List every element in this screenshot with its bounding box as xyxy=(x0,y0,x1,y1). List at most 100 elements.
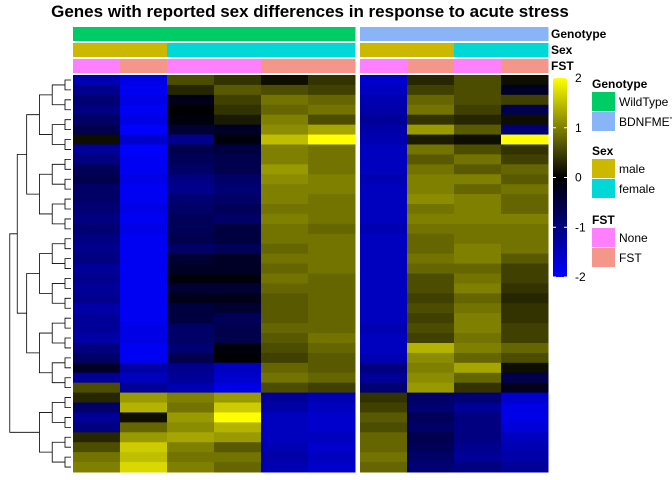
heatmap-cell xyxy=(167,323,215,333)
heatmap-cell xyxy=(73,343,121,353)
heatmap-cell xyxy=(73,442,121,452)
heatmap-cell xyxy=(261,184,309,194)
heatmap-cell xyxy=(501,254,549,264)
heatmap-cell xyxy=(167,75,215,85)
heatmap-cell xyxy=(261,403,309,413)
heatmap-cell xyxy=(407,184,455,194)
heatmap-cell xyxy=(407,194,455,204)
heatmap-cell xyxy=(454,283,502,293)
heatmap-cell xyxy=(120,144,168,154)
heatmap-cell xyxy=(308,115,356,125)
legend-label: None xyxy=(619,231,648,245)
heatmap-cell xyxy=(120,214,168,224)
heatmap-cell xyxy=(73,224,121,234)
heatmap-cell xyxy=(73,244,121,254)
dendrogram-branch xyxy=(65,80,71,90)
heatmap-cell xyxy=(360,115,408,125)
heatmap-cell xyxy=(120,323,168,333)
heatmap-cell xyxy=(454,333,502,343)
heatmap-cell xyxy=(120,343,168,353)
heatmap-cell xyxy=(73,174,121,184)
heatmap-cell xyxy=(214,154,262,164)
heatmap-cell xyxy=(214,343,262,353)
heatmap-cell xyxy=(214,125,262,135)
heatmap-cell xyxy=(308,363,356,373)
heatmap-cell xyxy=(261,115,309,125)
heatmap-cell xyxy=(167,293,215,303)
heatmap-cell xyxy=(214,452,262,462)
heatmap-cell xyxy=(261,144,309,154)
color-scale-legend: 210-1-2 xyxy=(553,71,586,284)
heatmap-cell xyxy=(501,303,549,313)
heatmap-cell xyxy=(261,343,309,353)
dendrogram-branch xyxy=(10,234,40,432)
annotation-track-label-fst: FST xyxy=(551,59,574,73)
heatmap-cell xyxy=(454,174,502,184)
heatmap-cell xyxy=(360,313,408,323)
heatmap-cell xyxy=(360,432,408,442)
heatmap-cell xyxy=(360,214,408,224)
heatmap-cell xyxy=(454,373,502,383)
color-scale-tick-label: -2 xyxy=(575,270,586,284)
heatmap-cell xyxy=(454,432,502,442)
heatmap-cell xyxy=(167,373,215,383)
annotation-genotype-cell xyxy=(407,27,455,41)
heatmap-cell xyxy=(454,194,502,204)
heatmap-cell xyxy=(407,343,455,353)
heatmap-cell xyxy=(454,234,502,244)
heatmap-cell xyxy=(120,274,168,284)
heatmap-cell xyxy=(73,254,121,264)
heatmap-cell xyxy=(407,274,455,284)
heatmap-cell xyxy=(120,283,168,293)
heatmap-cell xyxy=(261,264,309,274)
heatmap-cell xyxy=(214,323,262,333)
heatmap-cell xyxy=(454,135,502,145)
heatmap-cell xyxy=(308,274,356,284)
heatmap-cell xyxy=(120,234,168,244)
heatmap-cell xyxy=(360,125,408,135)
heatmap-cell xyxy=(214,254,262,264)
heatmap-cell xyxy=(120,85,168,95)
heatmap-cell xyxy=(261,313,309,323)
color-scale-tick-label: 1 xyxy=(575,121,582,135)
heatmap-cell xyxy=(501,115,549,125)
heatmap-cell xyxy=(501,125,549,135)
heatmap-cell xyxy=(407,283,455,293)
heatmap-cell xyxy=(360,303,408,313)
heatmap-cell xyxy=(407,363,455,373)
dendrogram-branch xyxy=(52,164,65,184)
heatmap-cell xyxy=(73,85,121,95)
heatmap-cell xyxy=(120,452,168,462)
annotation-track-label-genotype: Genotype xyxy=(551,27,607,41)
heatmap-cell xyxy=(501,283,549,293)
heatmap-cell xyxy=(454,105,502,115)
heatmap-cell xyxy=(167,254,215,264)
heatmap-cell xyxy=(407,174,455,184)
heatmap-cell xyxy=(454,422,502,432)
heatmap-cell xyxy=(501,313,549,323)
heatmap-cell xyxy=(454,442,502,452)
heatmap-cell xyxy=(308,164,356,174)
heatmap-cell xyxy=(407,254,455,264)
heatmap-cell xyxy=(407,393,455,403)
heatmap-cell xyxy=(308,462,356,472)
heatmap-cell xyxy=(501,403,549,413)
heatmap-cell xyxy=(167,363,215,373)
dendrogram-branch xyxy=(27,115,40,194)
heatmap-cell xyxy=(308,412,356,422)
heatmap-cell xyxy=(360,383,408,393)
heatmap-cell xyxy=(167,224,215,234)
heatmap-cell xyxy=(360,135,408,145)
heatmap-cell xyxy=(214,412,262,422)
annotation-sex-cell xyxy=(501,43,549,57)
heatmap-cell xyxy=(360,353,408,363)
heatmap-cell xyxy=(454,353,502,363)
heatmap-cell xyxy=(501,234,549,244)
heatmap-cell xyxy=(73,412,121,422)
legend-swatch xyxy=(592,92,615,111)
heatmap-cell xyxy=(501,373,549,383)
heatmap-cell xyxy=(73,204,121,214)
heatmap-cell xyxy=(167,403,215,413)
annotation-fst-cell xyxy=(407,59,455,73)
